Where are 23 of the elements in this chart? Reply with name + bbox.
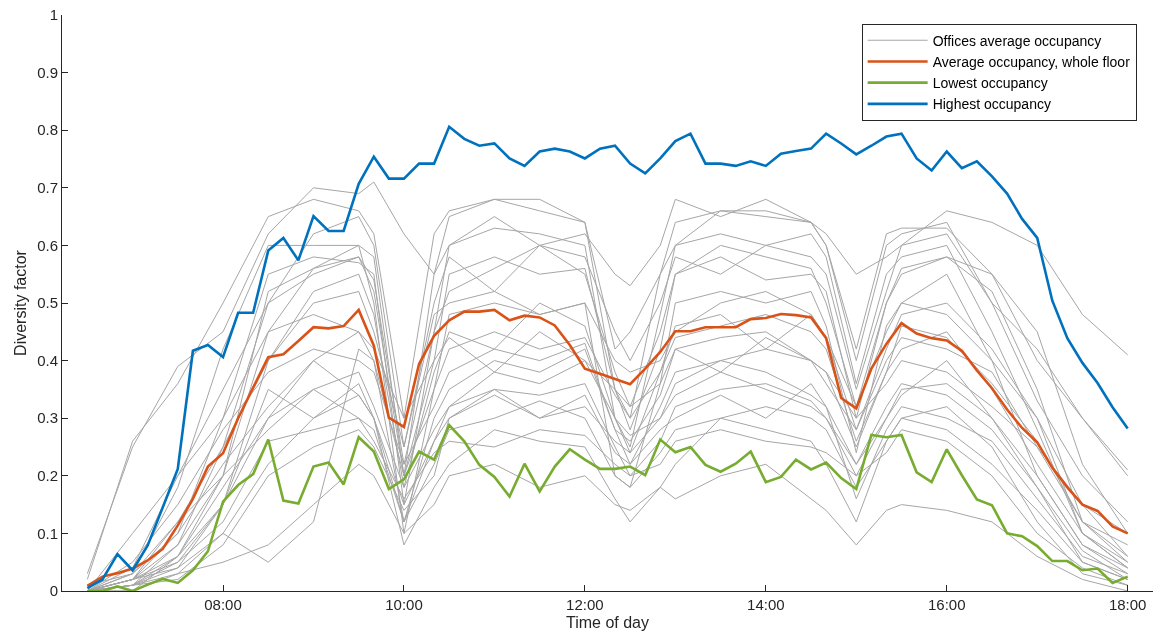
- x-tick-label: 10:00: [385, 596, 423, 613]
- x-tick-label: 08:00: [204, 596, 242, 613]
- x-tick-label: 14:00: [747, 596, 785, 613]
- y-axis-title: Diversity factor: [12, 249, 30, 356]
- y-tick-label: 0.6: [37, 236, 58, 254]
- legend-label: Lowest occupancy: [932, 75, 1048, 92]
- y-tick-label: 0: [49, 582, 58, 600]
- legend-label: Average occupancy, whole floor: [932, 53, 1131, 70]
- y-tick-label: 0.7: [37, 179, 58, 197]
- x-tick-label: 18:00: [1108, 596, 1147, 613]
- y-tick-label: 0.1: [37, 524, 58, 542]
- y-tick-label: 0.3: [37, 409, 58, 427]
- x-tick-label: 16:00: [927, 596, 966, 613]
- y-tick-label: 0.9: [37, 63, 58, 81]
- y-tick-label: 0.5: [37, 294, 58, 312]
- x-tick-label: 12:00: [566, 596, 604, 613]
- y-tick-label: 0.2: [37, 467, 58, 485]
- legend-label: Offices average occupancy: [932, 32, 1102, 49]
- y-tick-label: 0.4: [37, 351, 58, 369]
- y-tick-label: 0.8: [37, 121, 58, 139]
- x-axis-title: Time of day: [566, 613, 649, 631]
- y-tick-label: 1: [49, 6, 58, 24]
- legend-label: Highest occupancy: [932, 96, 1051, 113]
